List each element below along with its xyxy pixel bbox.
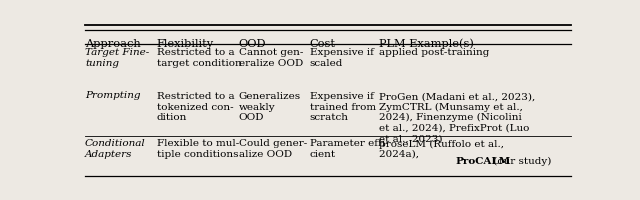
- Text: Flexible to mul-
tiple conditions: Flexible to mul- tiple conditions: [157, 139, 239, 158]
- Text: Conditional
Adapters: Conditional Adapters: [85, 139, 146, 158]
- Text: Target Fine-
tuning: Target Fine- tuning: [85, 48, 149, 67]
- Text: Flexibility: Flexibility: [157, 39, 214, 49]
- Text: Prompting: Prompting: [85, 91, 140, 100]
- Text: ProCALM: ProCALM: [456, 156, 511, 165]
- Text: (our study): (our study): [490, 156, 552, 166]
- Text: Parameter effi-
cient: Parameter effi- cient: [310, 139, 388, 158]
- Text: Expensive if
scaled: Expensive if scaled: [310, 48, 374, 67]
- Text: ProGen (Madani et al., 2023),
ZymCTRL (Munsamy et al.,
2024), Finenzyme (Nicolin: ProGen (Madani et al., 2023), ZymCTRL (M…: [379, 92, 535, 142]
- Text: Could gener-
alize OOD: Could gener- alize OOD: [239, 139, 307, 158]
- Text: PLM Example(s): PLM Example(s): [379, 39, 474, 49]
- Text: Expensive if
trained from
scratch: Expensive if trained from scratch: [310, 92, 376, 121]
- Text: Generalizes
weakly
OOD: Generalizes weakly OOD: [239, 92, 301, 121]
- Text: Restricted to a
target condition: Restricted to a target condition: [157, 48, 242, 67]
- Text: proseLM (Ruffolo et al.,
2024a),: proseLM (Ruffolo et al., 2024a),: [379, 139, 504, 158]
- Text: applied post-training: applied post-training: [379, 48, 490, 57]
- Text: Cannot gen-
eralize OOD: Cannot gen- eralize OOD: [239, 48, 303, 67]
- Text: Restricted to a
tokenized con-
dition: Restricted to a tokenized con- dition: [157, 92, 234, 121]
- Text: OOD: OOD: [239, 39, 266, 49]
- Text: Approach: Approach: [85, 39, 141, 49]
- Text: Cost: Cost: [310, 39, 335, 49]
